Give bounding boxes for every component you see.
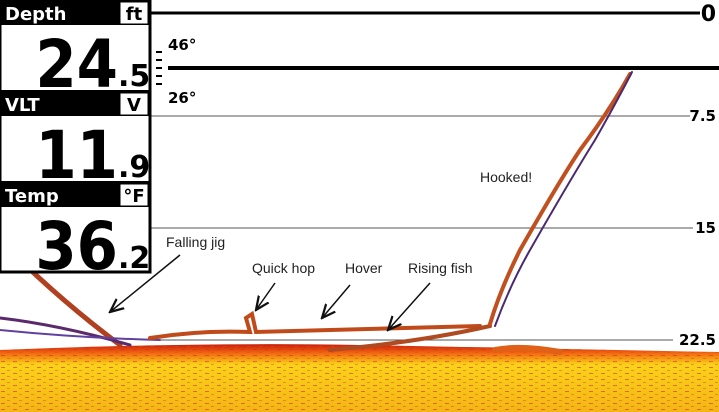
annotation: Hooked!: [480, 169, 532, 185]
readout-unit: °F: [123, 186, 144, 207]
bottom-texture: [0, 344, 719, 412]
temp-label: 46°: [168, 36, 196, 54]
annotation-arrows: [110, 254, 431, 330]
readout-value: 36: [35, 208, 118, 285]
readout-label: Depth: [5, 4, 66, 25]
depth-label: 0: [701, 2, 716, 27]
readout-unit: ft: [126, 4, 143, 25]
depth-label: 7.5: [689, 107, 716, 125]
readout-unit: V: [127, 95, 141, 116]
unit-box: [119, 1, 149, 25]
depth-label: 15: [695, 219, 716, 237]
readout-decimal: .9: [118, 150, 150, 185]
readout-decimal: .2: [118, 241, 150, 276]
depth-label: 22.5: [679, 331, 716, 349]
annotation: Hover: [345, 260, 383, 276]
temp-ticks: [156, 51, 162, 85]
annotation: Rising fish: [408, 260, 473, 276]
temp-label: 26°: [168, 89, 196, 107]
readout-panel: [0, 0, 152, 274]
readout-label: VLT: [5, 95, 40, 116]
unit-box: [119, 183, 149, 207]
unit-box: [119, 92, 149, 116]
readout-label: Temp: [5, 186, 59, 207]
readout-decimal: .5: [118, 59, 150, 94]
annotation: Quick hop: [252, 260, 315, 276]
annotation: Falling jig: [166, 234, 225, 250]
sonar-traces: [0, 71, 633, 355]
